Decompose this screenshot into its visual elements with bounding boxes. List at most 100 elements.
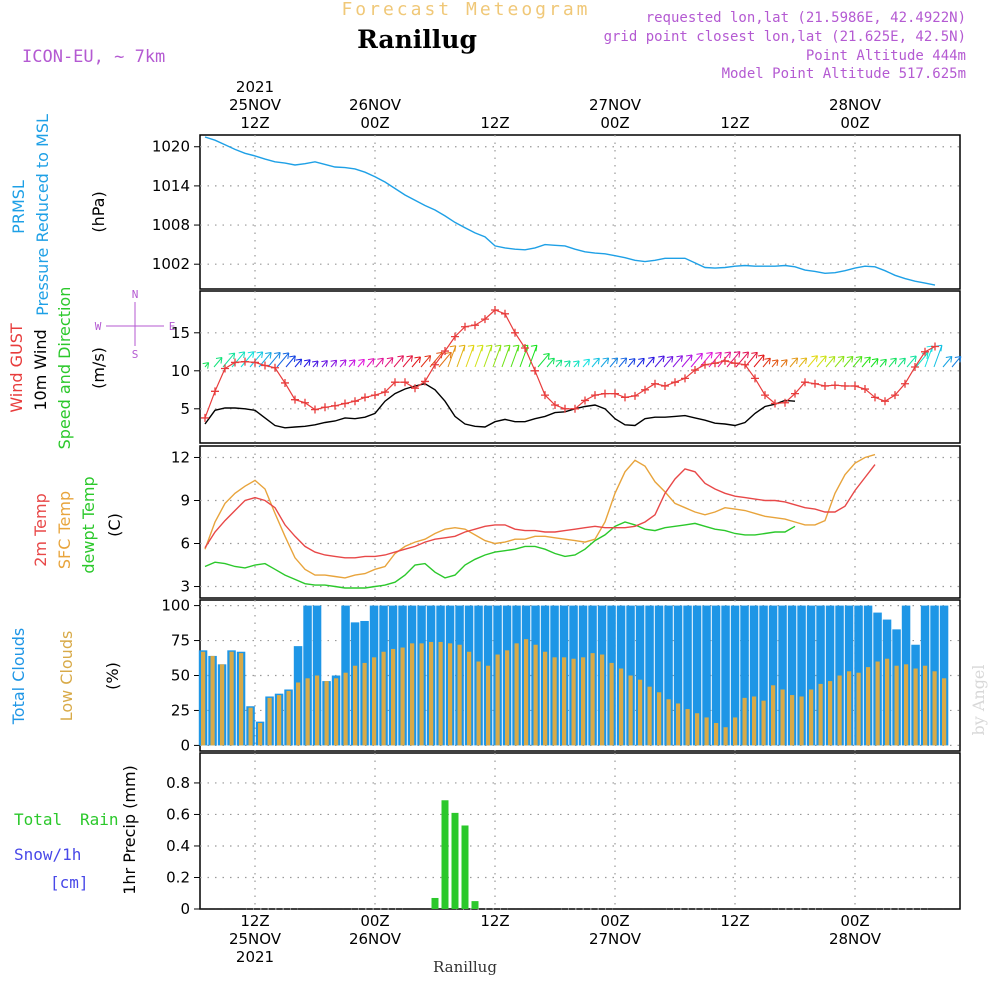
low-cloud-bar	[391, 648, 396, 746]
wind-gust-marker	[411, 384, 419, 393]
wind-dir-arrowhead	[890, 357, 897, 365]
wind-gust-marker	[721, 356, 729, 365]
rain-rain-label: Rain	[80, 810, 119, 829]
top-tick-label: 26NOV	[349, 96, 402, 114]
total-cloud-bar	[939, 605, 949, 746]
wind-gust-marker	[571, 404, 579, 413]
low-cloud-bar	[258, 723, 263, 746]
header: Forecast Meteogram Ranillug ICON-EU, ~ 7…	[22, 0, 966, 82]
wind-dir-arrow	[393, 355, 404, 368]
wind-gust-marker	[651, 379, 659, 388]
low-cloud-bar	[277, 695, 282, 746]
low-cloud-bar	[514, 643, 519, 746]
low-cloud-bar	[866, 667, 871, 746]
precip-axis-label: 1hr Precip (mm)	[120, 765, 139, 895]
wind-dir-arrow	[906, 355, 917, 368]
ytick-label: 50	[171, 667, 190, 685]
temperature-labels: 2m Temp SFC Temp dewpt Temp (C)	[31, 476, 124, 573]
ytick-label: 100	[161, 597, 190, 615]
wind-gust-marker	[451, 332, 459, 341]
total-cloud-bar	[797, 605, 806, 746]
wind-dir-arrowhead	[910, 355, 917, 363]
wind-dir-arrow	[312, 360, 319, 368]
low-cloud-bar	[875, 661, 880, 746]
wind-gust-marker	[881, 397, 889, 406]
low-cloud-bar	[761, 700, 766, 746]
total-cloud-bar	[787, 605, 797, 746]
wind-dir-arrow	[420, 355, 431, 368]
low-cloud-bar	[543, 651, 548, 746]
wind-gust-marker	[241, 357, 249, 366]
wind-gust-marker	[711, 359, 719, 368]
bottom-tick-label: 26NOV	[349, 930, 402, 948]
total-cloud-bar	[303, 605, 312, 746]
wind-dir-arrowhead	[593, 357, 600, 365]
pressure-labels: PRMSL Pressure Reduced to MSL (hPa)	[9, 114, 108, 316]
wind-dir-arrowhead	[648, 356, 655, 364]
precip-labels: Total Rain Snow/1h [cm] 1hr Precip (mm)	[14, 765, 139, 895]
low-cloud-bar	[457, 644, 462, 746]
wind-dir-arrow	[267, 352, 281, 368]
wind-dir-arrow	[609, 357, 618, 368]
wind-dir-arrow	[285, 355, 296, 368]
wind-dir-arrowhead	[321, 360, 328, 367]
wind-gust-marker	[581, 396, 589, 405]
wind-dir-arrow	[807, 355, 818, 368]
low-cloud-bar	[410, 643, 415, 746]
ytick-label: 0.2	[166, 868, 190, 886]
wind-dir-arrowhead	[820, 355, 827, 363]
low-cloud-bar	[628, 675, 633, 746]
wind-dir-arrowhead	[871, 358, 879, 365]
snow-label: Snow/1h	[14, 845, 81, 864]
ytick-label: 0	[180, 736, 190, 754]
wind-gust-marker	[741, 360, 749, 369]
wind-dir-arrowhead	[330, 359, 338, 367]
watermark: by Angel	[969, 664, 988, 735]
wind-gust-marker	[731, 359, 739, 368]
total-cloud-bar	[635, 605, 645, 746]
wind-gust-marker	[511, 328, 519, 337]
low-cloud-bar	[790, 695, 795, 746]
total-cloud-bar	[825, 605, 835, 746]
panel-frame-4	[199, 752, 961, 910]
low-cloud-bar	[343, 672, 348, 746]
temp-2m-label: 2m Temp	[31, 493, 50, 567]
wind-gust-marker	[351, 397, 359, 406]
wind-dir-arrow	[771, 359, 779, 368]
panel-frame-2	[199, 445, 961, 599]
wind-gust-marker	[781, 398, 789, 407]
low-cloud-bar	[695, 713, 700, 746]
ytick-label: 75	[171, 632, 190, 650]
rain-bar	[441, 800, 449, 909]
wind-gust-marker	[611, 389, 619, 398]
wind-dir-arrow	[942, 356, 953, 368]
wind-dir-arrow	[735, 351, 749, 368]
wind-dir-arrow	[303, 359, 311, 368]
wind-gust-label: Wind GUST	[7, 323, 26, 413]
top-tick-label: 00Z	[840, 114, 869, 132]
top-tick-label: 27NOV	[589, 96, 642, 114]
low-cloud-bar	[600, 654, 605, 746]
low-cloud-bar	[771, 685, 776, 746]
wind-dir-arrow	[834, 355, 845, 368]
wind-dir-arrowhead	[289, 355, 296, 362]
wind-dir-arrowhead	[397, 355, 404, 362]
ytick-label: 5	[180, 400, 190, 418]
total-cloud-bar	[683, 605, 692, 746]
low-cloud-bar	[552, 657, 557, 746]
clouds-unit-label: (%)	[103, 662, 122, 690]
wind-gust-marker	[471, 321, 479, 330]
wind-dir-arrowhead	[339, 359, 347, 366]
wind-dir-arrowhead	[811, 355, 818, 362]
wind-dir-arrowhead	[503, 344, 511, 352]
wind-dir-arrow	[411, 356, 421, 368]
low-cloud-bar	[372, 657, 377, 746]
wind-dir-arrowhead	[555, 359, 563, 367]
dewpoint-line	[204, 521, 796, 589]
wind-dir-arrow	[321, 360, 328, 368]
temp-sfc-label: SFC Temp	[55, 491, 74, 569]
clouds-total-label: Total Clouds	[9, 628, 28, 726]
wind-dir-arrow	[537, 353, 550, 368]
wind-gust-marker	[221, 364, 229, 373]
low-cloud-bar	[324, 681, 329, 746]
